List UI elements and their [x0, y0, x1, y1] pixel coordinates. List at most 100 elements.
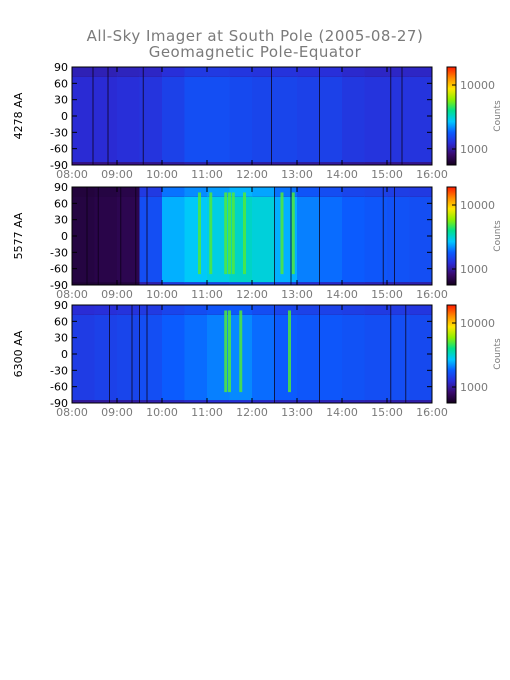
heatmap-cell	[319, 400, 343, 403]
heatmap-cell	[229, 282, 253, 285]
heatmap-cell	[229, 67, 253, 77]
heatmap-cell	[184, 187, 208, 197]
heatmap-cell	[252, 187, 275, 197]
x-tick-label: 09:00	[101, 288, 133, 301]
heatmap-cell	[252, 282, 275, 285]
heatmap-cell	[162, 162, 185, 165]
heatmap-cell	[139, 314, 163, 401]
heatmap-cell	[117, 76, 140, 163]
x-tick-label: 08:00	[56, 406, 88, 419]
colorbar	[446, 304, 457, 404]
heatmap-cell	[184, 196, 208, 283]
heatmap-cell	[252, 67, 275, 77]
heatmap-cell	[117, 305, 140, 315]
heatmap-cell	[297, 187, 320, 197]
x-tick-label: 11:00	[191, 406, 223, 419]
colorbar-label: Counts	[493, 338, 503, 370]
bright-streak	[209, 192, 213, 275]
heatmap-cell	[319, 67, 343, 77]
heatmap-cell	[319, 187, 343, 197]
heatmap-cell	[162, 187, 185, 197]
heatmap-cell	[364, 314, 388, 401]
heatmap-cell	[387, 67, 410, 77]
x-tick-label: 14:00	[326, 168, 358, 181]
y-tick-label: 90	[54, 299, 68, 312]
heatmap-cell	[94, 162, 118, 165]
heatmap-cell	[364, 400, 388, 403]
heatmap-cell	[297, 305, 320, 315]
colorbar-tick-label: 10000	[460, 199, 495, 212]
colorbar-tick-label: 1000	[460, 263, 488, 276]
y-tick-label: 90	[54, 181, 68, 194]
heatmap-cell	[207, 67, 230, 77]
y-tick-label: 0	[61, 110, 68, 123]
heatmap-cell	[117, 162, 140, 165]
heatmap-cell	[409, 67, 433, 77]
bright-streak	[198, 192, 201, 275]
heatmap-cell	[297, 282, 320, 285]
x-tick-label: 16:00	[416, 288, 448, 301]
heatmap-cell	[252, 314, 275, 401]
heatmap-cell	[207, 305, 230, 315]
heatmap-cell	[319, 76, 343, 163]
x-tick-label: 11:00	[191, 168, 223, 181]
heatmap-cell	[94, 76, 118, 163]
heatmap-cell	[94, 400, 118, 403]
colorbar-tick-label: 1000	[460, 381, 488, 394]
heatmap-cell	[342, 67, 365, 77]
heatmap-cell	[117, 282, 140, 285]
heatmap-cell	[117, 67, 140, 77]
heatmap-cell	[139, 187, 163, 197]
x-tick-label: 10:00	[146, 288, 178, 301]
heatmap-cell	[162, 196, 185, 283]
y-tick-label: 60	[54, 315, 68, 328]
heatmap-cell	[274, 67, 298, 77]
y-tick-label: 0	[61, 230, 68, 243]
heatmap-cell	[162, 67, 185, 77]
heatmap-cell	[252, 400, 275, 403]
colorbar-label: Counts	[493, 220, 503, 252]
heatmap-cell	[387, 400, 410, 403]
heatmap-cell	[342, 282, 365, 285]
x-tick-label: 13:00	[281, 406, 313, 419]
heatmap-cell	[342, 400, 365, 403]
heatmap-cell	[364, 305, 388, 315]
x-tick-label: 12:00	[236, 168, 268, 181]
heatmap-cell	[342, 305, 365, 315]
heatmap-cell	[162, 314, 185, 401]
x-tick-label: 15:00	[371, 168, 403, 181]
heatmap-cell	[117, 314, 140, 401]
heatmap-cell	[319, 282, 343, 285]
y-tick-label: -90	[50, 159, 68, 172]
heatmap-cell	[162, 76, 185, 163]
heatmap-cell	[387, 282, 410, 285]
heatmap-cell	[409, 162, 433, 165]
heatmap-cell	[364, 67, 388, 77]
y-tick-label: 90	[54, 61, 68, 74]
heatmap-cell	[319, 162, 343, 165]
heatmap-cell	[319, 314, 343, 401]
heatmap-cell	[274, 282, 298, 285]
x-tick-label: 12:00	[236, 406, 268, 419]
y-axis-label: 5577 AA	[12, 212, 25, 259]
heatmap-cell	[72, 282, 95, 285]
heatmap-cell	[184, 282, 208, 285]
heatmap-cell	[364, 196, 388, 283]
heatmap-cell	[72, 76, 95, 163]
heatmap-cell	[274, 76, 298, 163]
heatmap-cell	[139, 400, 163, 403]
x-tick-label: 15:00	[371, 406, 403, 419]
heatmap-cell	[409, 196, 433, 283]
heatmap-cell	[94, 314, 118, 401]
heatmap-cell	[297, 67, 320, 77]
x-tick-label: 13:00	[281, 168, 313, 181]
y-tick-label: -30	[50, 246, 68, 259]
heatmap-cell	[207, 76, 230, 163]
heatmap-cell	[229, 76, 253, 163]
heatmap-cell	[409, 400, 433, 403]
bright-streak	[291, 192, 295, 275]
heatmap-cell	[297, 400, 320, 403]
heatmap-cell	[117, 400, 140, 403]
